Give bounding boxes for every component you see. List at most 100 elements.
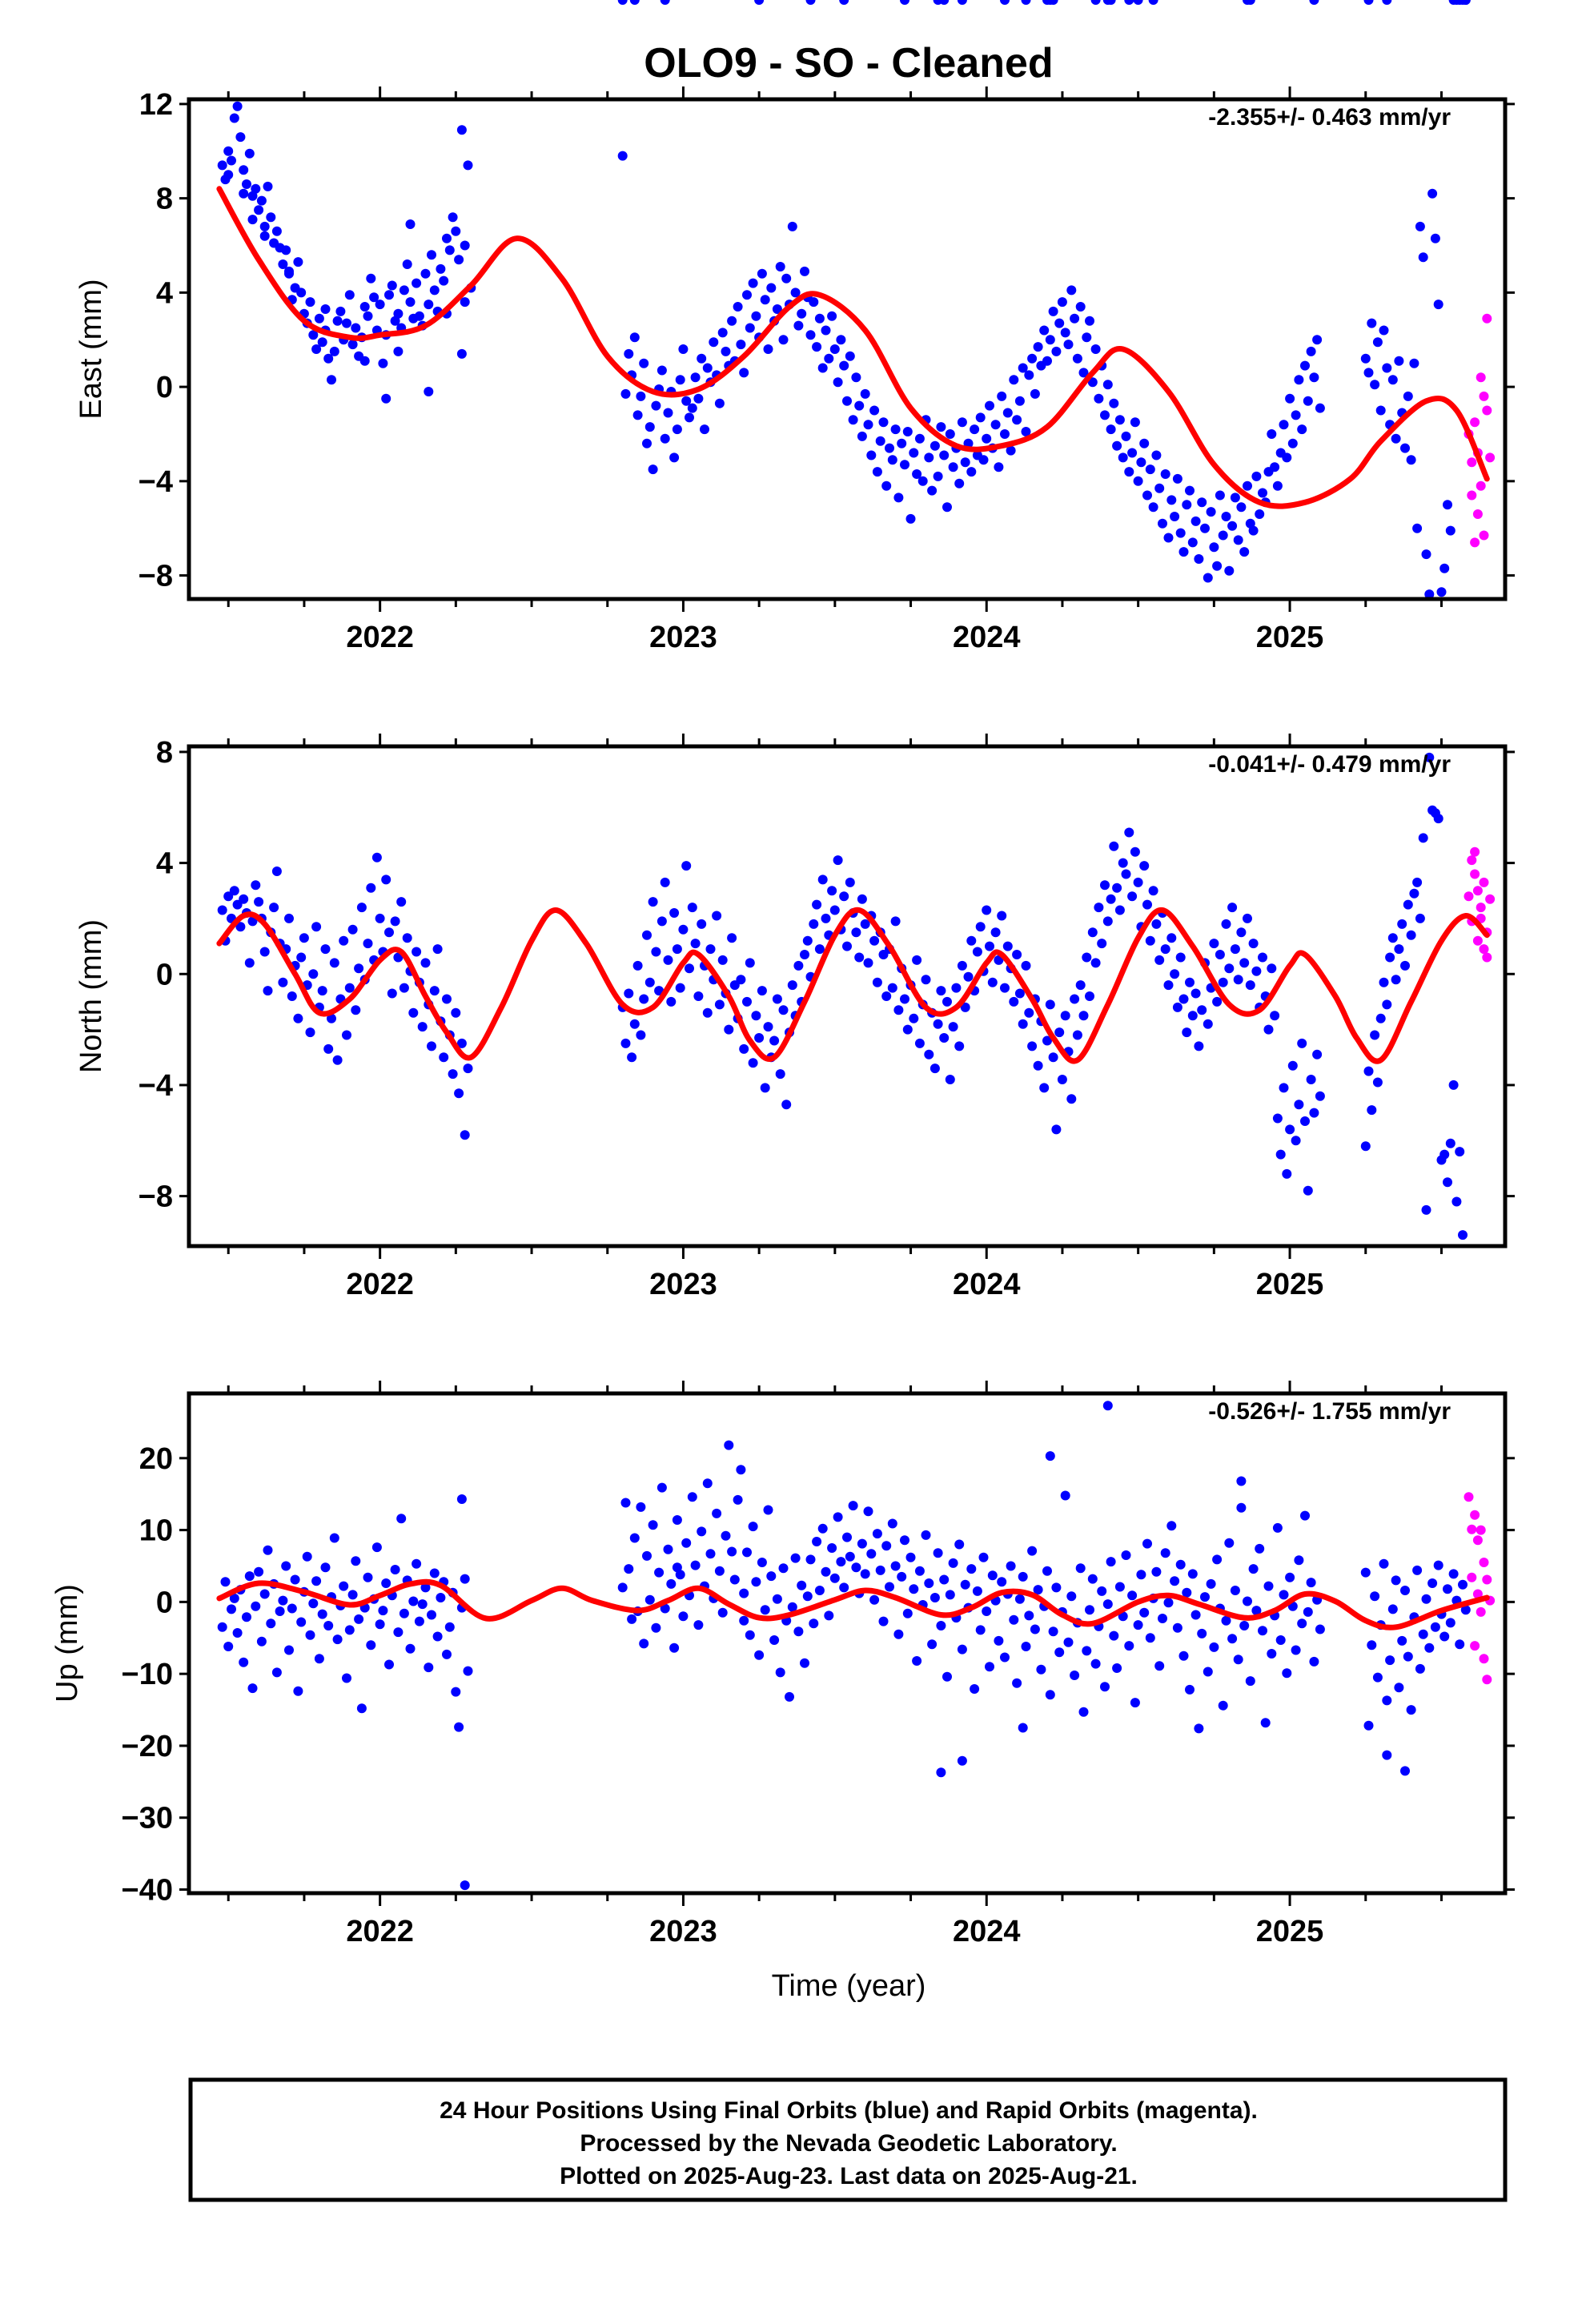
final-orbit-point: [463, 160, 473, 171]
final-orbit-point: [354, 963, 364, 974]
final-orbit-point: [924, 452, 934, 463]
final-orbit-point: [1133, 0, 1143, 5]
x-tick-label: 2023: [649, 1268, 717, 1301]
final-orbit-point: [308, 330, 319, 340]
x-tick-label: 2023: [649, 1915, 717, 1948]
final-orbit-point: [909, 448, 919, 458]
final-orbit-point: [1151, 1566, 1162, 1577]
final-orbit-point: [1014, 1594, 1025, 1604]
final-orbit-point: [927, 485, 938, 496]
final-orbit-point: [463, 1063, 473, 1074]
final-orbit-point: [982, 1606, 992, 1616]
final-orbit-point: [1006, 1561, 1016, 1571]
final-orbit-point: [420, 958, 431, 968]
rapid-orbit-point: [1472, 509, 1483, 519]
final-orbit-point: [1363, 1066, 1374, 1076]
final-orbit-point: [1403, 899, 1413, 910]
rapid-orbit-point: [1467, 855, 1477, 866]
final-orbit-point: [651, 1622, 661, 1633]
final-orbit-point: [405, 219, 416, 229]
final-orbit-point: [366, 273, 376, 283]
final-orbit-point: [629, 0, 640, 5]
final-orbit-point: [375, 300, 385, 310]
final-orbit-point: [793, 1626, 804, 1637]
final-orbit-point: [745, 958, 755, 968]
final-orbit-point: [1042, 1035, 1052, 1046]
final-orbit-point: [900, 460, 909, 470]
final-orbit-point: [987, 977, 998, 987]
final-orbit-point: [1387, 375, 1398, 385]
final-orbit-point: [1394, 944, 1404, 955]
final-orbit-point: [1445, 525, 1456, 536]
final-orbit-point: [1158, 1614, 1167, 1623]
final-orbit-point: [687, 1492, 697, 1502]
panel-up: −40 −30 −20 −10 0 10 20 2022 2023 2024 2025 -0.52…: [50, 1381, 1515, 1948]
final-orbit-point: [296, 1617, 307, 1627]
final-orbit-point: [1245, 0, 1255, 5]
final-orbit-point: [687, 903, 697, 913]
final-orbit-point: [872, 467, 882, 477]
final-orbit-point: [717, 1607, 728, 1618]
final-orbit-point: [1272, 1522, 1283, 1533]
final-orbit-point: [223, 1642, 234, 1651]
final-orbit-point: [927, 1639, 938, 1650]
final-orbit-point: [887, 983, 897, 993]
final-orbit-point: [271, 1667, 282, 1678]
final-orbit-point: [1443, 1177, 1452, 1188]
final-orbit-point: [1075, 980, 1086, 991]
final-orbit-point: [442, 994, 452, 1004]
final-orbit-point: [814, 1586, 825, 1595]
final-orbit-point: [1151, 450, 1162, 460]
final-orbit-point: [1158, 518, 1167, 529]
final-orbit-point: [1118, 858, 1128, 868]
final-orbit-point: [687, 403, 697, 413]
final-orbit-point: [1100, 410, 1110, 420]
final-orbit-point: [987, 1570, 998, 1581]
final-orbit-point: [451, 1687, 461, 1697]
final-orbit-point: [1370, 380, 1380, 390]
final-orbit-point: [966, 935, 977, 946]
final-orbit-point: [942, 502, 952, 513]
final-orbit-point: [1027, 1041, 1038, 1051]
final-orbit-point: [672, 1562, 682, 1573]
final-orbit-point: [429, 1568, 440, 1578]
final-orbit-point: [1102, 1599, 1113, 1610]
final-orbit-point: [1175, 528, 1186, 538]
final-orbit-point: [384, 290, 394, 300]
final-orbit-point: [408, 1007, 419, 1018]
final-orbit-point: [356, 903, 367, 913]
final-orbit-point: [287, 991, 297, 1001]
final-orbit-point: [1455, 1639, 1465, 1650]
final-orbit-point: [778, 1563, 789, 1574]
final-orbit-point: [917, 476, 928, 486]
final-orbit-point: [857, 1538, 867, 1549]
final-orbit-point: [1270, 462, 1280, 472]
final-orbit-point: [1012, 1678, 1022, 1688]
final-orbit-point: [1385, 952, 1395, 963]
final-orbit-point: [863, 958, 873, 968]
final-orbit-point: [878, 417, 889, 428]
final-orbit-point: [1175, 952, 1186, 963]
final-orbit-point: [427, 250, 436, 260]
final-orbit-point: [905, 513, 916, 524]
final-orbit-point: [836, 1557, 846, 1567]
final-orbit-point: [760, 295, 770, 305]
final-orbit-point: [1230, 1586, 1240, 1595]
final-orbit-point: [427, 1041, 436, 1051]
final-orbit-point: [1082, 952, 1092, 963]
final-orbit-point: [1406, 1705, 1416, 1715]
final-orbit-point: [797, 1580, 807, 1590]
x-tick-label: 2024: [953, 1268, 1021, 1301]
final-orbit-point: [893, 1005, 904, 1015]
final-orbit-point: [1045, 1451, 1055, 1462]
final-orbit-point: [247, 1683, 258, 1694]
final-orbit-point: [985, 1662, 994, 1672]
plot-frame: [187, 97, 1508, 601]
final-orbit-point: [339, 935, 349, 946]
final-orbit-point: [1215, 950, 1225, 959]
final-orbit-point: [1303, 1185, 1313, 1196]
final-orbit-point: [1087, 377, 1098, 388]
final-orbit-point: [727, 933, 737, 943]
final-orbit-point: [302, 1551, 312, 1562]
final-orbit-point: [1282, 1668, 1292, 1679]
